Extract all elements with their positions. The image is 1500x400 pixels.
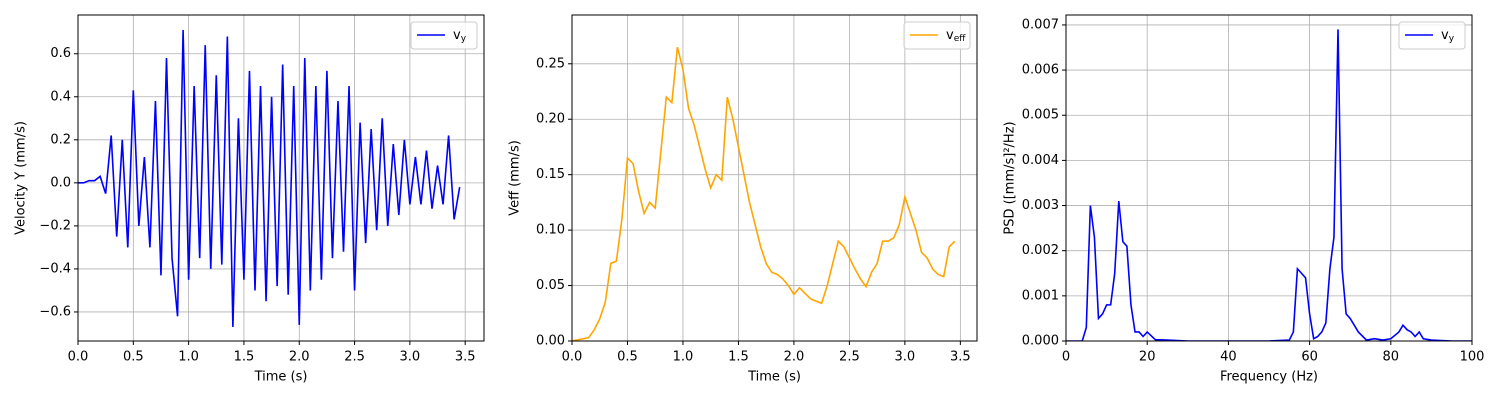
x-tick-label: 2.5	[344, 350, 365, 365]
data-line	[78, 30, 461, 328]
y-tick-label: 0.0	[50, 175, 71, 190]
x-tick-label: 0	[1062, 350, 1070, 365]
legend-main: v	[946, 28, 954, 43]
legend-label: veff	[946, 28, 966, 44]
x-tick-label: 3.5	[950, 350, 971, 365]
y-axis-label: PSD ([mm/s]²/Hz)	[1003, 121, 1018, 234]
y-tick-label: 0.00	[536, 334, 565, 349]
y-tick-label: 0.004	[1022, 153, 1059, 168]
x-tick-label: 3.5	[455, 350, 476, 365]
x-tick-label: 80	[1383, 350, 1400, 365]
y-tick-label: 0.001	[1022, 288, 1059, 303]
y-tick-label: 0.2	[50, 132, 71, 147]
plot-frame	[1065, 14, 1473, 342]
x-tick-label: 0.5	[123, 350, 144, 365]
x-axis-label: Time (s)	[747, 370, 801, 385]
y-tick-label: −0.6	[39, 304, 71, 319]
legend-label: vy	[453, 28, 467, 44]
legend-sub: y	[1449, 34, 1455, 44]
y-tick-label: 0.10	[536, 223, 565, 238]
y-tick-label: 0.4	[50, 89, 71, 104]
x-tick-label: 40	[1220, 350, 1237, 365]
x-tick-label: 2.5	[839, 350, 860, 365]
y-tick-label: 0.25	[536, 56, 565, 71]
y-axis-label: Velocity Y (mm/s)	[14, 121, 29, 235]
legend-main: v	[1441, 28, 1449, 43]
x-tick-label: 60	[1301, 350, 1318, 365]
x-tick-label: 1.0	[673, 350, 694, 365]
x-tick-label: 20	[1139, 350, 1156, 365]
x-tick-label: 0.0	[68, 350, 89, 365]
x-tick-label: 1.0	[178, 350, 199, 365]
x-tick-label: 2.0	[289, 350, 310, 365]
legend-main: v	[453, 28, 461, 43]
y-tick-label: 0.20	[536, 112, 565, 127]
data-line	[572, 46, 956, 341]
legend-label: vy	[1441, 28, 1455, 44]
y-tick-label: −0.4	[39, 261, 71, 276]
y-tick-label: 0.006	[1022, 63, 1059, 78]
x-tick-label: 2.0	[784, 350, 805, 365]
y-axis-label: Veff (mm/s)	[508, 140, 523, 216]
y-tick-label: 0.15	[536, 167, 565, 182]
plot-frame	[77, 14, 485, 342]
x-axis-label: Time (s)	[254, 370, 308, 385]
y-tick-label: 0.6	[50, 46, 71, 61]
y-tick-label: 0.05	[536, 278, 565, 293]
y-tick-label: 0.003	[1022, 198, 1059, 213]
y-tick-label: −0.2	[39, 218, 71, 233]
plot-frame	[571, 14, 978, 342]
y-tick-label: 0.000	[1022, 334, 1059, 349]
x-tick-label: 3.0	[400, 350, 421, 365]
x-tick-label: 0.0	[562, 350, 583, 365]
x-tick-label: 0.5	[617, 350, 638, 365]
x-tick-label: 3.0	[895, 350, 916, 365]
data-line	[1066, 29, 1472, 341]
y-tick-label: 0.005	[1022, 108, 1059, 123]
y-tick-label: 0.002	[1022, 243, 1059, 258]
x-axis-label: Frequency (Hz)	[1220, 370, 1318, 385]
legend-sub: y	[461, 34, 467, 44]
x-tick-label: 1.5	[234, 350, 255, 365]
x-tick-label: 1.5	[728, 350, 749, 365]
legend-sub: eff	[954, 34, 967, 44]
x-tick-label: 100	[1460, 350, 1485, 365]
y-tick-label: 0.007	[1022, 17, 1059, 32]
